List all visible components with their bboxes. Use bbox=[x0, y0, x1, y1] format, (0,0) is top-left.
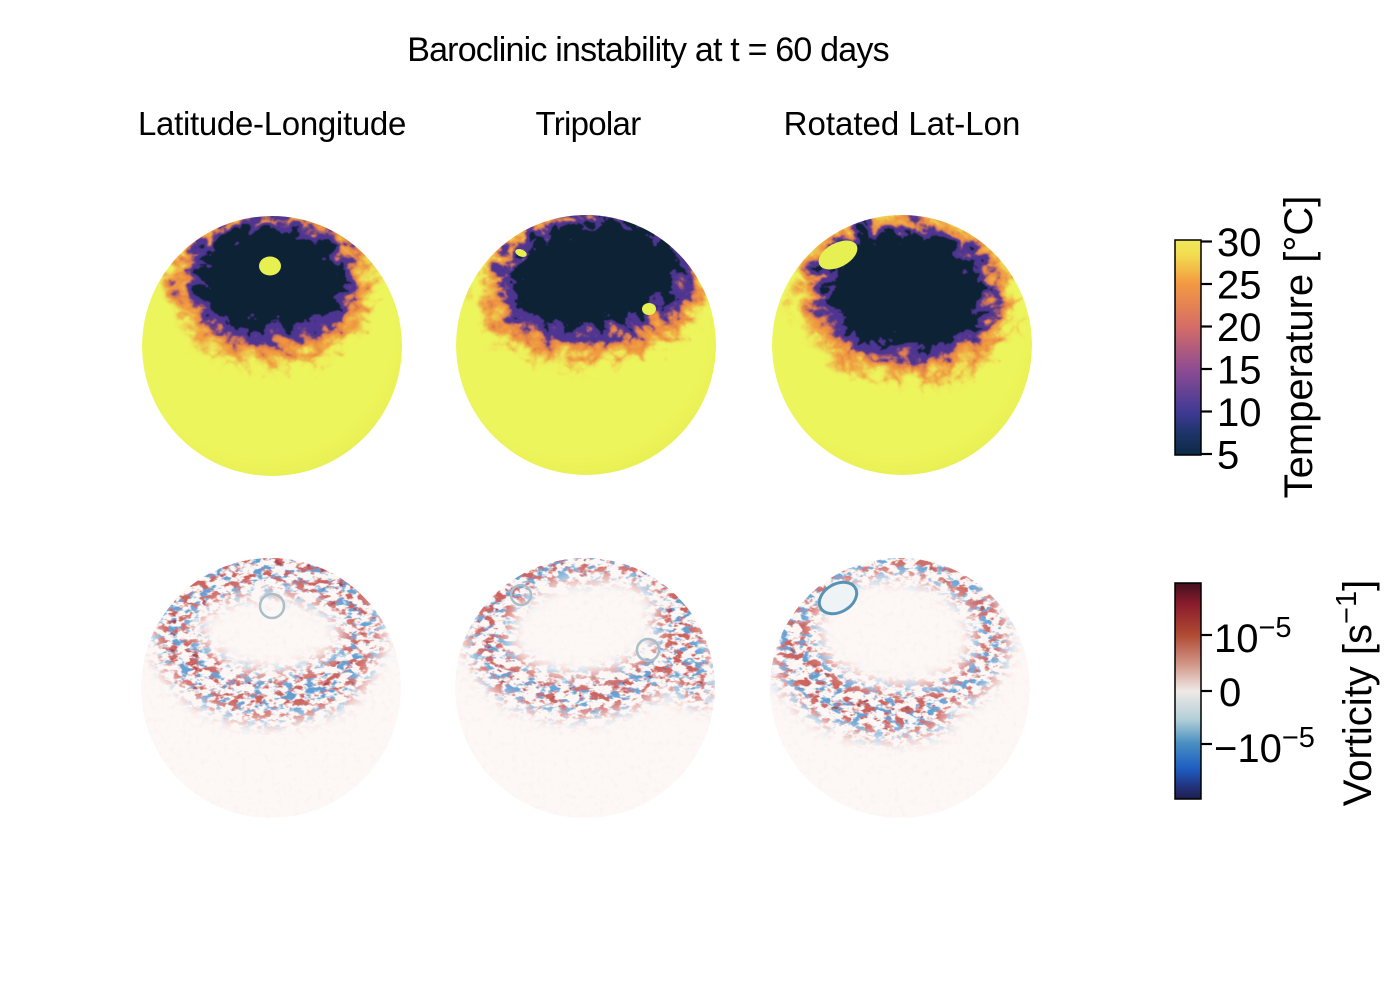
svg-text:10: 10 bbox=[1217, 391, 1262, 435]
svg-text:25: 25 bbox=[1217, 264, 1262, 308]
svg-text:20: 20 bbox=[1217, 306, 1262, 350]
svg-text:10−5: 10−5 bbox=[1214, 612, 1292, 661]
svg-text:5: 5 bbox=[1217, 434, 1239, 478]
svg-text:Latitude-Longitude: Latitude-Longitude bbox=[138, 105, 406, 142]
svg-text:Vorticity [s−1]: Vorticity [s−1] bbox=[1331, 580, 1380, 806]
svg-text:0: 0 bbox=[1219, 671, 1241, 715]
svg-text:Tripolar: Tripolar bbox=[535, 105, 641, 142]
svg-text:15: 15 bbox=[1217, 349, 1262, 393]
svg-text:−10−5: −10−5 bbox=[1214, 722, 1315, 771]
svg-text:Rotated Lat-Lon: Rotated Lat-Lon bbox=[784, 105, 1021, 142]
svg-text:Baroclinic instability at t =: Baroclinic instability at t = 60 days bbox=[407, 31, 889, 69]
svg-text:30: 30 bbox=[1217, 221, 1262, 265]
svg-text:Temperature [°C]: Temperature [°C] bbox=[1277, 196, 1321, 499]
